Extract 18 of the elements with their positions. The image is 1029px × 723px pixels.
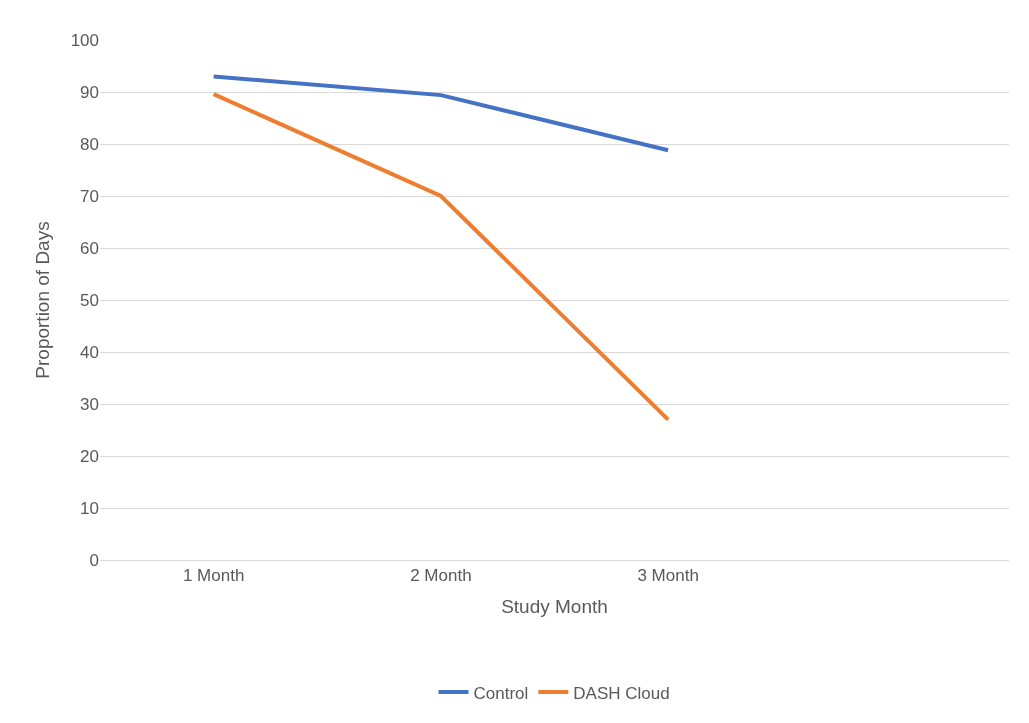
y-tick-label: 20 (80, 446, 99, 466)
x-tick-label: 1 Month (182, 566, 245, 586)
y-tick-label: 0 (89, 550, 99, 570)
y-axis-title: Proportion of Days (32, 221, 54, 379)
y-tick-label: 50 (80, 290, 99, 310)
legend-label: DASH Cloud (573, 683, 670, 703)
y-tick-label: 60 (80, 238, 99, 258)
y-tick-label: 70 (80, 186, 99, 206)
legend-label: Control (473, 683, 529, 703)
x-tick-label: 2 Month (410, 566, 472, 586)
x-tick-label: 3 Month (637, 566, 699, 586)
y-tick-label: 80 (80, 134, 99, 154)
x-axis-title: Study Month (501, 596, 608, 618)
y-tick-label: 30 (80, 394, 99, 414)
y-tick-label: 100 (70, 30, 99, 50)
y-tick-label: 40 (80, 342, 99, 362)
y-tick-label: 10 (80, 498, 99, 518)
y-tick-label: 90 (80, 82, 99, 102)
